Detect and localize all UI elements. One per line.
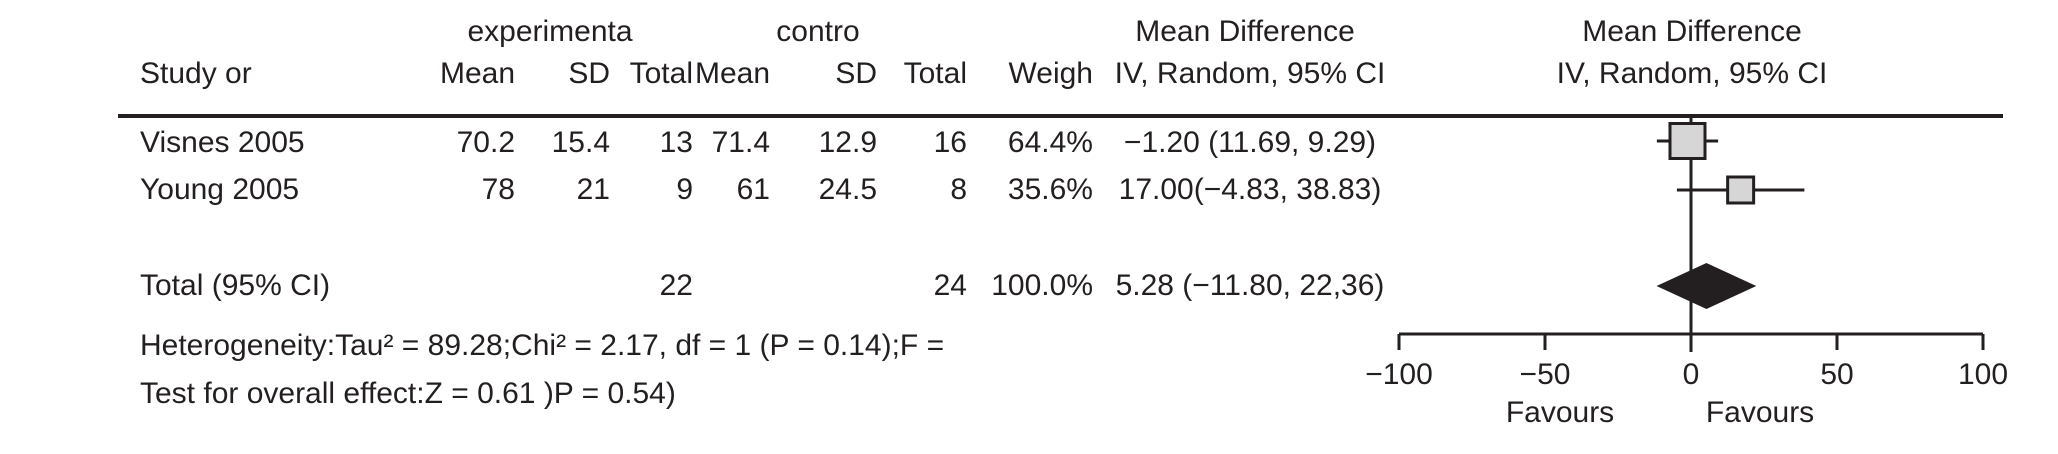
total2-value: 16 — [933, 126, 967, 159]
total-ci-value: 5.28 (−11.80, 22,36) — [1115, 269, 1385, 302]
mean2-value: 61 — [736, 173, 770, 206]
heterogeneity-text: Heterogeneity:Tau² = 89.28;Chi² = 2.17, … — [140, 329, 945, 362]
sd2-value: 12.9 — [818, 126, 877, 159]
total2-header: Total — [903, 57, 967, 90]
mean2-value: 71.4 — [711, 126, 770, 159]
total2-sum: 24 — [933, 269, 967, 302]
total1-sum: 22 — [659, 269, 693, 302]
column-header-row: Study or Mean SD Total Mean SD Total Wei… — [0, 56, 2058, 92]
ci-column-header: IV, Random, 95% CI — [1114, 57, 1386, 90]
overall-effect-row: Test for overall effect:Z = 0.61 )P = 0.… — [0, 376, 2058, 412]
header-divider — [118, 114, 2003, 118]
axis-tick-label: 100 — [1957, 358, 2009, 391]
total-diamond — [1656, 263, 1757, 309]
header-group-row: experimenta contro Mean Difference Mean … — [0, 14, 2058, 50]
heterogeneity-row: Heterogeneity:Tau² = 89.28;Chi² = 2.17, … — [0, 328, 2058, 364]
control-group-header: contro — [776, 15, 860, 48]
total1-value: 13 — [659, 126, 693, 159]
weight-value: 35.6% — [1007, 173, 1093, 206]
total1-header: Total — [629, 57, 693, 90]
total-row: Total (95% CI) 22 24 100.0% 5.28 (−11.80… — [0, 268, 2058, 304]
experimental-group-header: experimenta — [467, 15, 633, 48]
overall-effect-text: Test for overall effect:Z = 0.61 )P = 0.… — [140, 377, 676, 410]
axis-tick-label: 50 — [1820, 358, 1854, 391]
mean-difference-plot-title: Mean Difference — [1582, 15, 1802, 48]
axis-tick-label: −100 — [1365, 358, 1433, 391]
plot-ci-header: IV, Random, 95% CI — [1556, 57, 1828, 90]
sd1-value: 15.4 — [551, 126, 610, 159]
weight-header: Weigh — [1008, 57, 1094, 90]
mean1-header: Mean — [439, 57, 515, 90]
sd1-value: 21 — [576, 173, 610, 206]
table-row-young: Young 2005 78 21 9 61 24.5 8 35.6% 17.00… — [0, 172, 2058, 208]
effect-square-0 — [1668, 122, 1707, 160]
axis-tick-label: 0 — [1682, 358, 1700, 391]
total-weight: 100.0% — [991, 269, 1093, 302]
favours-left-label: Favours — [1505, 396, 1615, 429]
sd2-value: 24.5 — [818, 173, 877, 206]
study-label: Young 2005 — [140, 173, 300, 206]
sd2-header: SD — [835, 57, 877, 90]
mean1-value: 78 — [481, 173, 515, 206]
total1-value: 9 — [676, 173, 693, 206]
mean1-value: 70.2 — [456, 126, 515, 159]
weight-value: 64.4% — [1007, 126, 1093, 159]
study-column-header: Study or — [140, 57, 252, 90]
mean-difference-column-title: Mean Difference — [1135, 15, 1355, 48]
axis-tick-label: −50 — [1519, 358, 1571, 391]
favours-right-label: Favours — [1705, 396, 1815, 429]
sd1-header: SD — [568, 57, 610, 90]
total-label: Total (95% CI) — [140, 269, 331, 302]
ci-value: 17.00(−4.83, 38.83) — [1118, 173, 1382, 206]
study-label: Visnes 2005 — [140, 126, 305, 159]
total2-value: 8 — [950, 173, 967, 206]
effect-square-1 — [1726, 175, 1756, 205]
table-row-visnes: Visnes 2005 70.2 15.4 13 71.4 12.9 16 64… — [0, 125, 2058, 161]
ci-value: −1.20 (11.69, 9.29) — [1123, 126, 1377, 159]
mean2-header: Mean — [694, 57, 770, 90]
